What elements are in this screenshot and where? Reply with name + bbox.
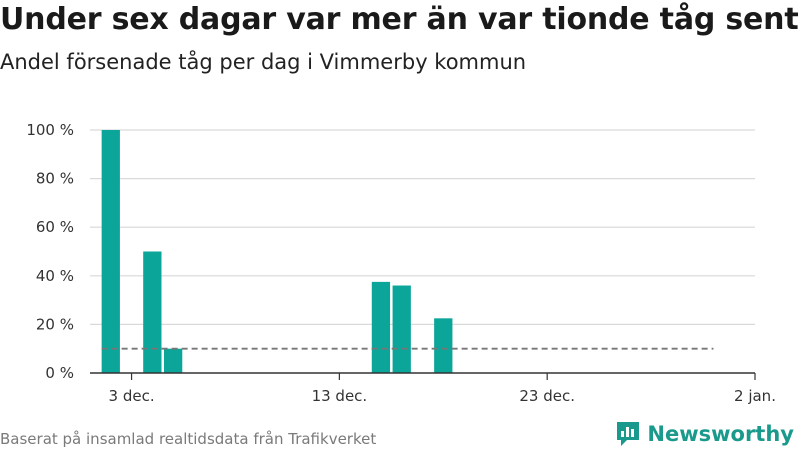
bar	[101, 130, 120, 373]
y-tick-label: 80 %	[36, 170, 74, 188]
x-tick-label: 3 dec.	[109, 387, 155, 405]
x-tick-label: 13 dec.	[312, 387, 368, 405]
bars	[101, 130, 453, 373]
y-tick-label: 100 %	[26, 121, 74, 139]
x-tick-label: 2 jan.	[734, 387, 776, 405]
bar	[371, 281, 391, 373]
y-tick-label: 0 %	[45, 364, 74, 382]
bar	[392, 285, 411, 373]
y-axis-labels: 0 % 20 % 40 % 60 % 80 % 100 %	[26, 121, 74, 382]
y-tick-label: 40 %	[36, 267, 74, 285]
y-tick-label: 20 %	[36, 315, 74, 333]
x-axis: 3 dec. 13 dec. 23 dec. 2 jan.	[90, 372, 776, 405]
grid-lines	[90, 129, 755, 325]
bar-chart: 0 % 20 % 40 % 60 % 80 % 100 % 3 dec. 13 dec. 23…	[26, 121, 776, 405]
y-tick-label: 60 %	[36, 218, 74, 236]
source-footer: Baserat på insamlad realtidsdata från Tr…	[0, 430, 377, 448]
brand-name: Newsworthy	[647, 422, 794, 446]
bar	[434, 318, 453, 373]
chart-title: Under sex dagar var mer än var tionde tå…	[0, 2, 799, 37]
bar	[163, 348, 183, 373]
x-tick-label: 23 dec.	[519, 387, 575, 405]
newsworthy-logo-icon	[617, 422, 640, 446]
brand-logo: Newsworthy	[615, 420, 794, 448]
bar	[143, 251, 162, 373]
chart-subtitle: Andel försenade tåg per dag i Vimmerby k…	[0, 50, 527, 74]
